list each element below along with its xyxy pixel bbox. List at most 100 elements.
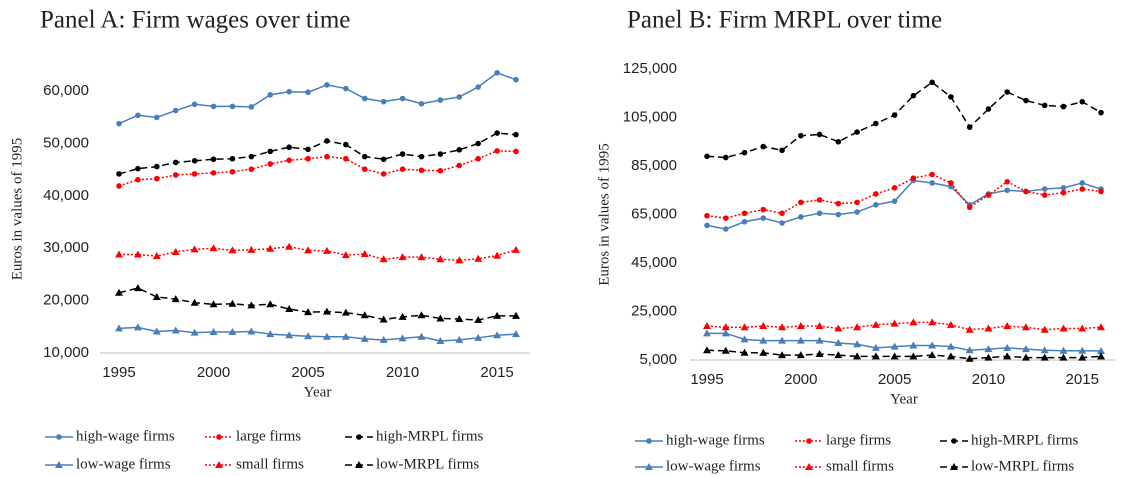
- data-point: [778, 336, 787, 344]
- data-point: [360, 334, 369, 342]
- data-point: [493, 311, 502, 319]
- legend-marker: [216, 434, 222, 440]
- data-point: [494, 148, 500, 154]
- data-point: [760, 206, 767, 213]
- data-point: [854, 129, 860, 135]
- data-point: [890, 342, 899, 350]
- data-point: [247, 327, 256, 335]
- data-point: [798, 132, 804, 139]
- data-point: [928, 318, 937, 326]
- data-point: [361, 166, 368, 173]
- data-point: [909, 352, 918, 360]
- data-point: [285, 305, 294, 313]
- data-point: [116, 171, 122, 177]
- data-point: [379, 335, 388, 343]
- y-tick-label: 5,000: [639, 351, 677, 368]
- data-point: [456, 147, 463, 153]
- data-point: [1098, 109, 1104, 116]
- data-point: [1041, 192, 1048, 198]
- data-point: [1060, 103, 1067, 110]
- data-point: [248, 104, 255, 110]
- series-line: [707, 332, 1102, 352]
- panel-title: Panel B: Firm MRPL over time: [627, 7, 942, 34]
- panel: Panel A: Firm wages over time 10,000 20,00…: [9, 7, 530, 472]
- data-point: [871, 352, 880, 360]
- data-point: [1059, 353, 1068, 361]
- data-point: [286, 88, 292, 95]
- data-point: [929, 171, 935, 178]
- series-line: [118, 287, 516, 321]
- data-point: [984, 324, 993, 332]
- data-point: [115, 288, 123, 296]
- data-point: [854, 209, 860, 215]
- data-point: [741, 218, 748, 225]
- data-point: [152, 327, 161, 335]
- data-point: [324, 138, 330, 144]
- x-tick-label: 2005: [291, 364, 324, 381]
- data-point: [322, 307, 331, 315]
- data-point: [946, 352, 955, 360]
- data-point: [835, 200, 842, 207]
- data-point: [437, 97, 444, 103]
- data-point: [1079, 186, 1086, 192]
- y-tick-label: 65,000: [631, 205, 677, 222]
- data-point: [135, 176, 141, 183]
- data-point: [1059, 346, 1068, 354]
- data-point: [853, 323, 862, 331]
- data-point: [285, 331, 294, 339]
- data-point: [871, 343, 880, 351]
- data-point: [741, 149, 748, 156]
- x-tick-label: 2005: [878, 371, 911, 388]
- data-point: [286, 144, 292, 151]
- data-point: [494, 70, 500, 76]
- data-point: [286, 157, 292, 164]
- panel-title: Panel A: Firm wages over time: [40, 7, 350, 34]
- data-point: [891, 198, 898, 204]
- data-point: [474, 333, 483, 341]
- data-point: [1078, 353, 1087, 361]
- data-point: [798, 199, 804, 206]
- data-point: [1040, 353, 1049, 361]
- data-point: [948, 180, 954, 186]
- data-point: [436, 314, 445, 322]
- data-point: [380, 171, 387, 177]
- data-point: [418, 100, 425, 107]
- data-point: [512, 330, 520, 338]
- data-point: [417, 253, 426, 261]
- data-point: [360, 250, 369, 258]
- data-point: [721, 329, 730, 337]
- data-point: [948, 94, 954, 100]
- data-point: [779, 210, 785, 217]
- data-point: [703, 329, 711, 337]
- data-point: [928, 351, 937, 359]
- data-point: [910, 92, 917, 99]
- data-point: [928, 341, 937, 349]
- data-point: [304, 308, 313, 316]
- data-point: [475, 155, 481, 162]
- data-point: [1097, 347, 1105, 355]
- data-point: [455, 256, 464, 264]
- data-point: [853, 352, 862, 360]
- data-point: [322, 246, 331, 254]
- legend-label: low-wage firms: [666, 458, 761, 474]
- legend-label: high-MRPL firms: [971, 432, 1079, 448]
- data-point: [946, 320, 955, 328]
- legend-label: large firms: [826, 432, 891, 448]
- series-line: [118, 326, 517, 342]
- y-tick-label: 125,000: [623, 60, 677, 77]
- data-point: [172, 159, 179, 166]
- data-point: [1097, 352, 1105, 360]
- data-point: [815, 322, 824, 330]
- data-point: [475, 84, 481, 90]
- legend-marker: [805, 463, 813, 470]
- data-point: [267, 148, 274, 155]
- data-point: [399, 166, 406, 173]
- data-point: [341, 308, 350, 316]
- x-tick-label: 2015: [1066, 371, 1099, 388]
- y-tick-label: 20,000: [43, 292, 89, 309]
- data-point: [154, 114, 160, 121]
- legend-label: high-wage firms: [76, 428, 175, 444]
- data-point: [418, 153, 425, 160]
- data-point: [191, 158, 198, 164]
- data-point: [190, 298, 199, 306]
